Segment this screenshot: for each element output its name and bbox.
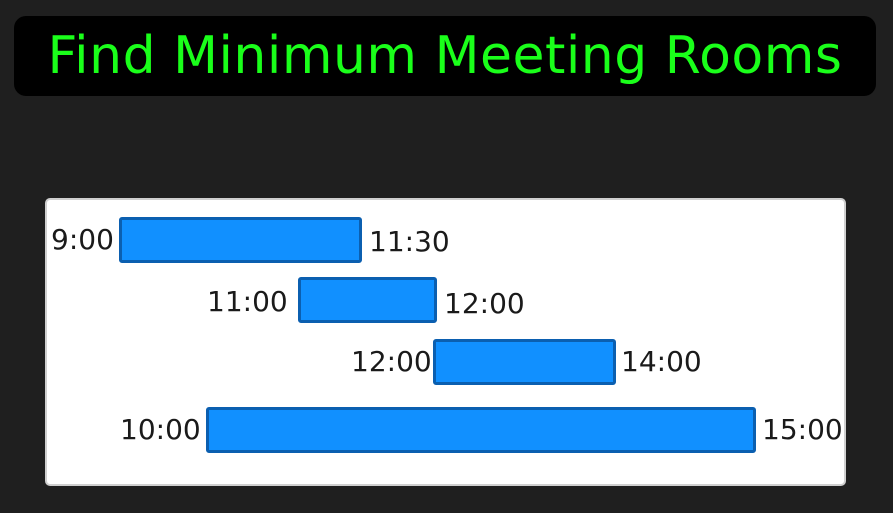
meeting-1-bar [119,217,362,263]
intervals-panel: 9:00 11:30 11:00 12:00 12:00 14:00 10:00… [45,198,846,486]
title-banner: Find Minimum Meeting Rooms [14,16,876,96]
meeting-1-end-label: 11:30 [369,225,450,258]
meeting-2-end-label: 12:00 [444,287,525,320]
meeting-2-start-label: 11:00 [207,285,288,318]
meeting-3-start-label: 12:00 [351,345,432,378]
meeting-3-end-label: 14:00 [621,345,702,378]
meeting-4-bar [206,407,756,453]
meeting-3-bar [433,339,616,385]
page-title: Find Minimum Meeting Rooms [47,26,843,86]
meeting-4-end-label: 15:00 [762,413,843,446]
meeting-1-start-label: 9:00 [51,223,114,256]
meeting-4-start-label: 10:00 [120,413,201,446]
meeting-2-bar [298,277,437,323]
